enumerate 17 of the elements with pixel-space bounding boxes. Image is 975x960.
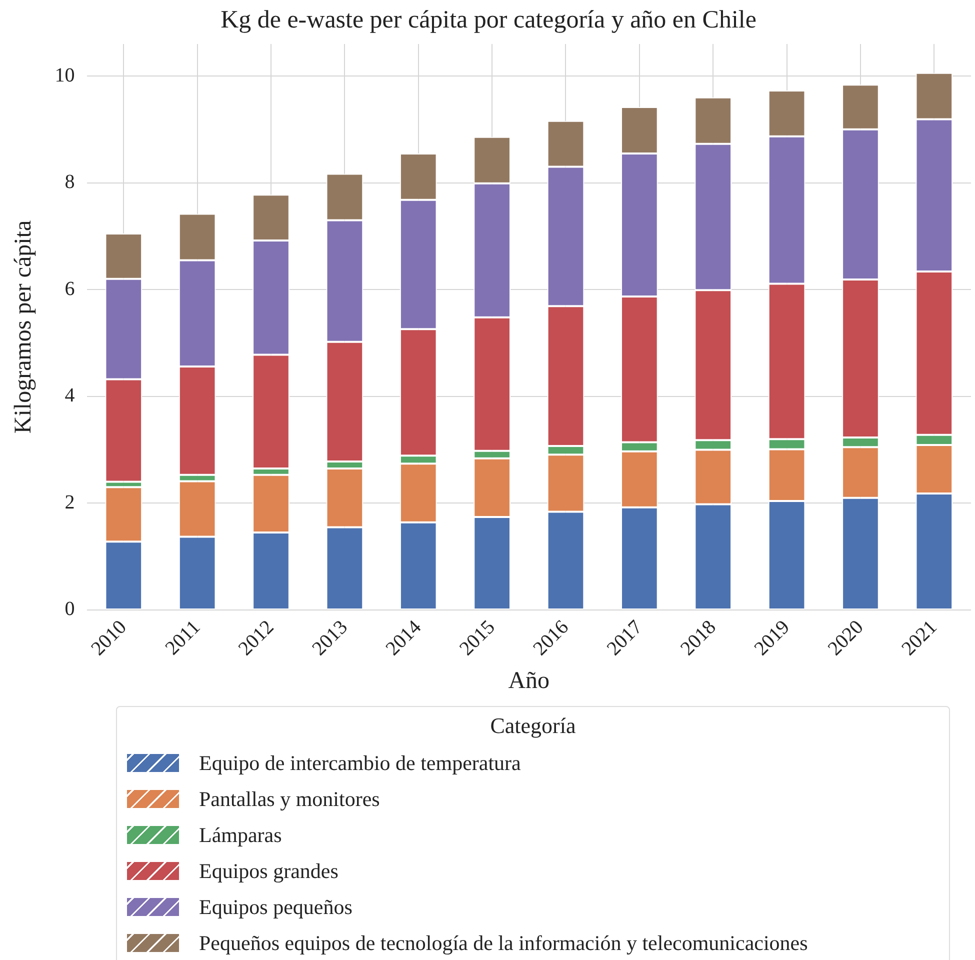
y-tick-label: 2 (64, 491, 75, 514)
x-axis-title: Año (508, 668, 550, 694)
legend-label: Pantallas y monitores (199, 786, 380, 812)
legend-title: Categoría (489, 713, 577, 739)
x-tick-label: 2011 (161, 616, 205, 660)
y-tick-label: 8 (64, 171, 75, 194)
chart-title: Kg de e-waste per cápita por categoría y año en Chile (220, 6, 756, 34)
y-axis-title: Kilogramos per cápita (10, 220, 37, 434)
legend-label: Equipo de intercambio de temperatura (199, 750, 521, 776)
legend-label: Equipos grandes (199, 858, 338, 884)
legend-label: Lámparas (199, 822, 282, 848)
y-tick-label: 6 (64, 278, 75, 300)
legend-label: Pequeños equipos de tecnología de la información y telecomunicaciones (199, 930, 808, 956)
y-tick-label: 0 (64, 598, 75, 620)
y-tick-label: 10 (54, 64, 75, 86)
legend-label: Equipos pequeños (199, 894, 352, 920)
y-tick-label: 4 (64, 384, 75, 407)
